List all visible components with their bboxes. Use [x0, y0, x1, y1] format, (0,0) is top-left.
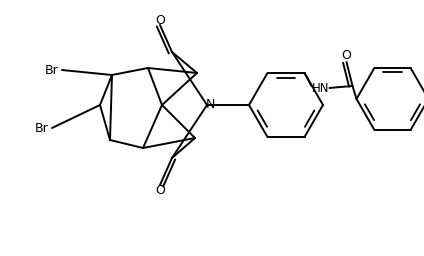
- Text: Br: Br: [35, 122, 49, 134]
- Text: O: O: [342, 49, 351, 62]
- Text: HN: HN: [312, 82, 329, 95]
- Text: Br: Br: [45, 63, 59, 77]
- Text: O: O: [155, 14, 165, 27]
- Text: N: N: [205, 99, 215, 112]
- Text: O: O: [155, 184, 165, 197]
